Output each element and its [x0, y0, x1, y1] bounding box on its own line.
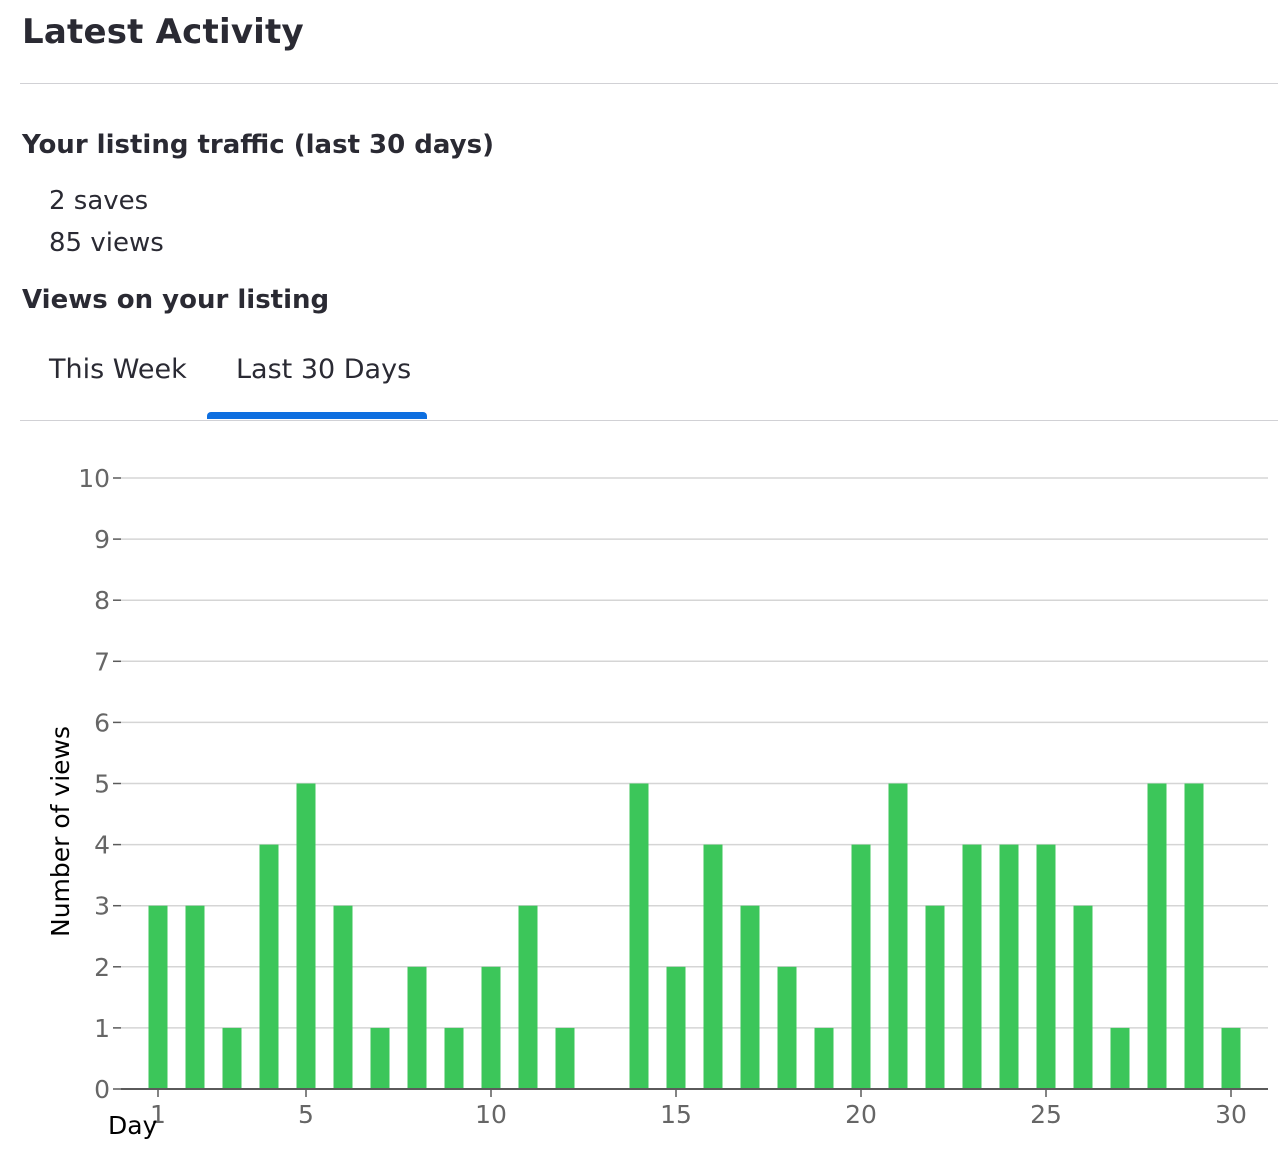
traffic-heading: Your listing traffic (last 30 days)	[22, 130, 494, 160]
bar	[333, 905, 353, 1089]
x-tick-label: 1	[150, 1100, 166, 1129]
page-title: Latest Activity	[22, 12, 304, 52]
bar	[259, 844, 279, 1089]
bar	[629, 783, 649, 1089]
bar	[888, 783, 908, 1089]
header-divider	[20, 83, 1278, 84]
bar	[814, 1027, 834, 1089]
bar	[1147, 783, 1167, 1089]
y-axis-label: Number of views	[46, 726, 75, 937]
y-tick-label: 8	[94, 586, 110, 615]
y-tick-label: 1	[94, 1014, 110, 1043]
x-tick-label: 30	[1215, 1100, 1247, 1129]
y-tick-label: 3	[94, 892, 110, 921]
bar	[222, 1027, 242, 1089]
y-tick-label: 5	[94, 770, 110, 799]
bar	[962, 844, 982, 1089]
bar	[444, 1027, 464, 1089]
y-tick-label: 9	[94, 525, 110, 554]
x-tick-label: 25	[1030, 1100, 1062, 1129]
x-tick-label: 5	[298, 1100, 314, 1129]
bar	[777, 966, 797, 1089]
tabs-divider	[20, 420, 1278, 421]
y-tick-label: 2	[94, 953, 110, 982]
bar	[666, 966, 686, 1089]
views-count: 85 views	[49, 228, 164, 258]
x-tick-label: 15	[660, 1100, 692, 1129]
bar	[370, 1027, 390, 1089]
y-tick-label: 7	[94, 647, 110, 676]
bar	[925, 905, 945, 1089]
bar	[296, 783, 316, 1089]
y-tick-label: 10	[78, 464, 110, 493]
saves-count: 2 saves	[49, 186, 149, 216]
bar	[481, 966, 501, 1089]
bar	[407, 966, 427, 1089]
tab-this-week[interactable]: This Week	[49, 354, 187, 385]
bar	[999, 844, 1019, 1089]
bar	[1184, 783, 1204, 1089]
bar	[703, 844, 723, 1089]
y-tick-label: 6	[94, 708, 110, 737]
x-tick-label: 10	[475, 1100, 507, 1129]
grid-lines	[121, 477, 1268, 1029]
x-axis-label: Day	[108, 1111, 158, 1140]
y-tick-label: 0	[94, 1075, 110, 1104]
active-tab-indicator	[207, 412, 427, 419]
views-heading: Views on your listing	[22, 285, 330, 315]
bar	[1221, 1027, 1241, 1089]
tab-last-30-days[interactable]: Last 30 Days	[236, 354, 412, 385]
bar	[518, 905, 538, 1089]
bar	[1073, 905, 1093, 1089]
bar	[740, 905, 760, 1089]
x-tick-label: 20	[845, 1100, 877, 1129]
bar	[555, 1027, 575, 1089]
bars	[148, 783, 1241, 1089]
bar	[1110, 1027, 1130, 1089]
y-tick-label: 4	[94, 831, 110, 860]
bar	[185, 905, 205, 1089]
bar	[148, 905, 168, 1089]
bar	[851, 844, 871, 1089]
bar	[1036, 844, 1056, 1089]
